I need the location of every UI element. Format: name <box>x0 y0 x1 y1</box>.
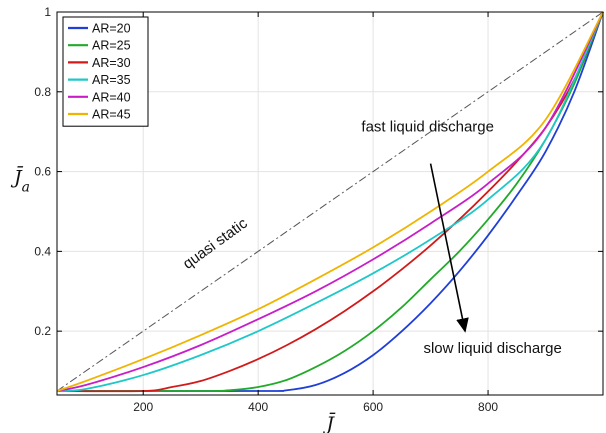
legend-box <box>62 16 149 127</box>
legend-label: AR=25 <box>92 39 131 53</box>
x-tick-label: 200 <box>133 400 153 414</box>
series-line-ar-25 <box>56 11 604 392</box>
x-tick-label: 800 <box>478 400 498 414</box>
y-axis-label: J̄a <box>10 165 30 195</box>
x-tick-label: 400 <box>248 400 268 414</box>
series-line-ar-40 <box>56 11 604 392</box>
slow-discharge-annotation: slow liquid discharge <box>423 340 561 357</box>
quasi-static-label: quasi static <box>180 215 251 273</box>
y-tick-label: 0.4 <box>34 244 51 258</box>
quasi-static-line <box>56 11 604 392</box>
y-tick-label: 1 <box>44 5 51 19</box>
legend-label: AR=20 <box>92 22 131 36</box>
fast-discharge-annotation: fast liquid discharge <box>361 119 494 136</box>
plot-frame <box>56 11 604 396</box>
series-layer <box>56 11 604 393</box>
legend: AR=20 AR=25 AR=30 AR=35 AR=40 AR=45 <box>62 16 149 127</box>
trend-arrow <box>429 163 469 333</box>
legend-label: AR=40 <box>92 90 131 104</box>
series-line-ar-35 <box>56 11 604 392</box>
series-line-ar-20 <box>56 11 604 392</box>
x-axis-label: J̄ <box>322 412 336 433</box>
legend-label: AR=30 <box>92 56 131 70</box>
y-tick-label: 0.2 <box>34 324 51 338</box>
x-tick-label: 600 <box>363 400 383 414</box>
y-tick-label: 0.6 <box>34 165 51 179</box>
tick-labels: 200 400 600 800 0.2 0.4 0.6 0.8 1 <box>34 5 498 414</box>
legend-label: AR=35 <box>92 73 131 87</box>
y-tick-label: 0.8 <box>34 85 51 99</box>
legend-label: AR=45 <box>92 108 131 122</box>
series-line-ar-45 <box>56 11 604 392</box>
ticks <box>57 11 603 395</box>
